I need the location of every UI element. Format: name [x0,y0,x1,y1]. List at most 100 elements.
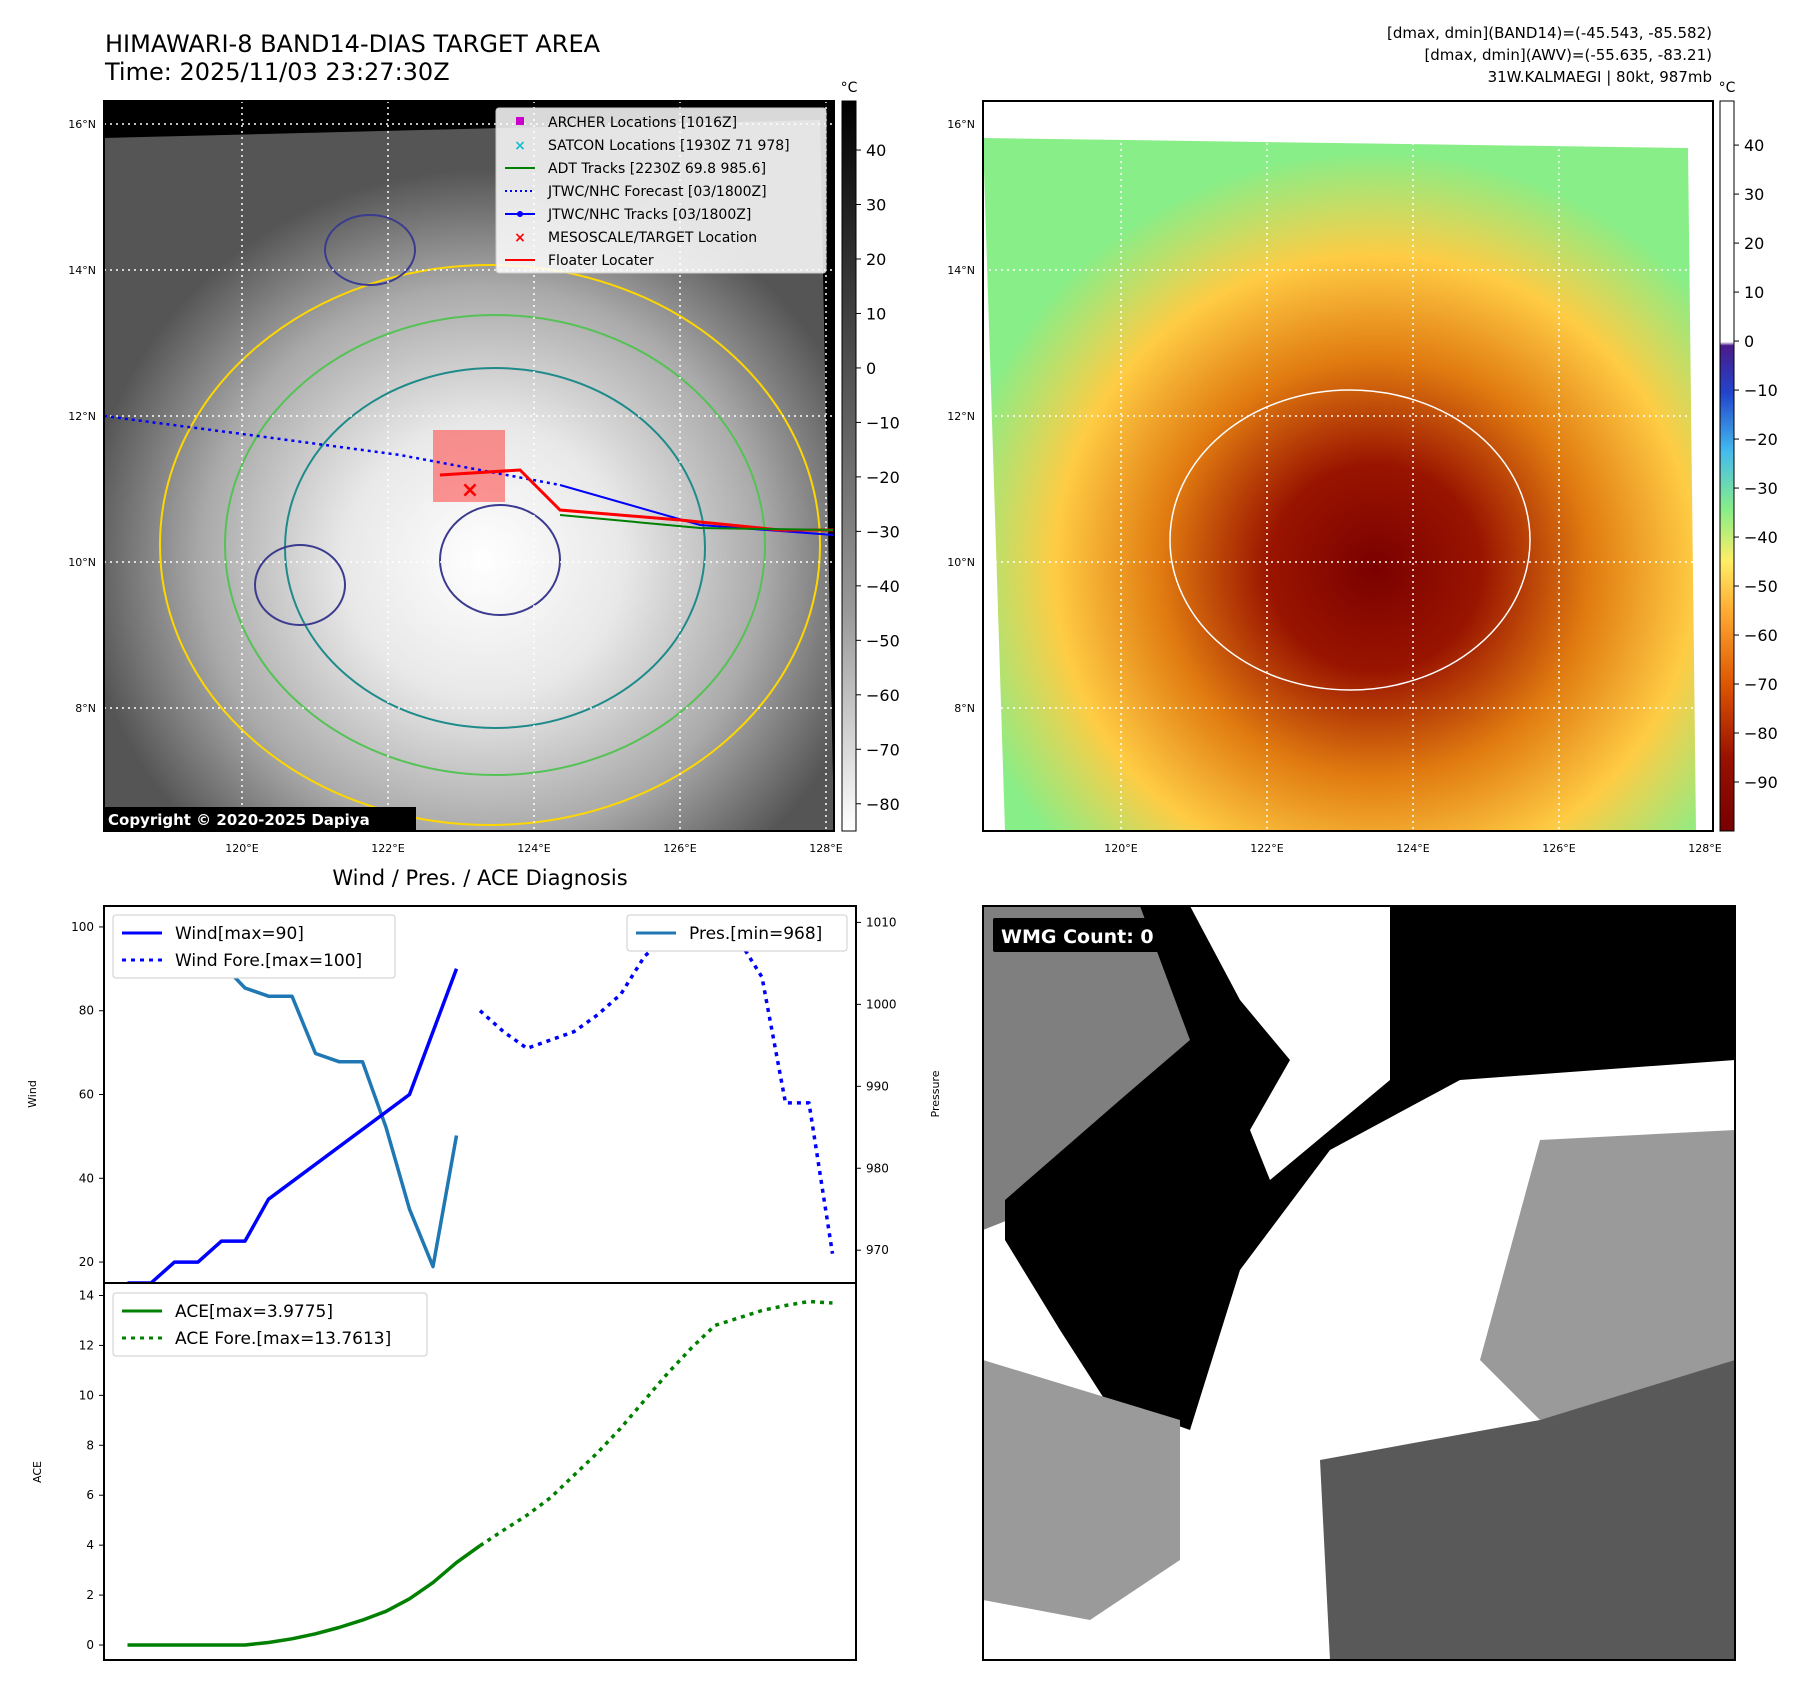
band14-stats: [dmax, dmin](BAND14)=(-45.543, -85.582) [1387,24,1712,42]
ir-lat-12: 12°N [68,410,96,423]
wind-tick-label: 80 [79,1004,94,1018]
ir-colorbar-tick-label: −30 [866,522,900,541]
wv-colorbar-tick-label: 0 [1744,332,1754,351]
wv-lon-120: 120°E [1104,842,1137,855]
wv-colorbar-tick-label: −60 [1744,626,1778,645]
wv-lat-14: 14°N [947,264,975,277]
adt-track [559,514,835,531]
wv-colorbar-tick-label: 10 [1744,283,1764,302]
ace-tick-label: 8 [86,1438,94,1452]
ir-lon-126: 126°E [663,842,696,855]
wmg-count-box [993,918,1176,952]
wind-legend: Wind[max=90] Wind Fore.[max=100] [112,914,396,979]
wind-line [127,968,459,1285]
time-label: Time: 2025/11/03 23:27:30Z [104,58,450,86]
wv-lon-126: 126°E [1542,842,1575,855]
ir-colorbar-tick-label: 30 [866,196,886,215]
wv-colorbar-tick-label: −90 [1744,773,1778,792]
ir-lat-16: 16°N [68,118,96,131]
ir-colorbar-strip [841,100,857,832]
wind-forecast-legend-label: Wind Fore.[max=100] [175,951,362,971]
ir-colorbar-tick-label: −40 [866,577,900,596]
wmg-gray-region-se [1320,1350,1735,1660]
legend-item-mesoscale: MESOSCALE/TARGET Location [548,230,757,246]
ace-tick-label: 10 [79,1388,94,1402]
wmg-black-region [1005,906,1735,1430]
wv-colorbar-tick-label: 20 [1744,234,1764,253]
page-title: HIMAWARI-8 BAND14-DIAS TARGET AREA [105,30,601,58]
diagnosis-title: Wind / Pres. / ACE Diagnosis [332,866,627,890]
ir-colorbar-tick-label: −20 [866,468,900,487]
legend-item-tracks: JTWC/NHC Tracks [03/1800Z] [547,207,751,223]
storm-info: 31W.KALMAEGI | 80kt, 987mb [1488,68,1712,86]
ir-colorbar-tick-label: 10 [866,304,886,323]
ir-lat-14: 14°N [68,264,96,277]
ir-lon-128: 128°E [809,842,842,855]
legend-item-satcon: SATCON Locations [1930Z 71 978] [548,138,790,154]
wind-tick-label: 60 [79,1088,94,1102]
wv-colorbar-tick-label: 40 [1744,136,1764,155]
wv-colorbar-tick-label: −50 [1744,577,1778,596]
wv-lon-122: 122°E [1250,842,1283,855]
ace-tick-label: 2 [86,1588,94,1602]
ir-colorbar-tick-label: −70 [866,740,900,759]
wv-colorbar-unit: °C [1719,80,1736,96]
pressure-tick-label: 970 [866,1243,889,1257]
ir-colorbar-tick-label: −80 [866,795,900,814]
pressure-tick-label: 990 [866,1079,889,1093]
target-box [433,430,505,502]
wmg-gray-region-sw [983,1360,1180,1620]
jtwc-track [559,484,835,536]
wind-axis-label: Wind [26,1080,39,1108]
wv-colorbar-tick-label: −30 [1744,479,1778,498]
wind-tick-label: 40 [79,1171,94,1185]
copyright-text: Copyright © 2020-2025 Dapiya [108,811,370,829]
ace-line [127,1544,482,1647]
ace-tick-label: 14 [79,1288,94,1302]
ace-legend-label: ACE[max=3.9775] [175,1302,333,1322]
legend-item-forecast: JTWC/NHC Forecast [03/1800Z] [547,184,767,200]
pressure-legend: Pres.[min=968] [626,914,848,952]
ace-series [127,1299,833,1647]
wv-colorbar-strip [1719,100,1735,832]
copyright-box [104,807,416,831]
wv-lat-16: 16°N [947,118,975,131]
pressure-legend-box [626,914,848,952]
ir-colorbar-tick-label: −50 [866,631,900,650]
ir-colorbar: °C 40 30 20 10 0 −10 −20 −30 −40 −50 −60 −70 −80 [841,80,900,832]
legend-item-adt: ADT Tracks [2230Z 69.8 985.6] [548,161,766,177]
ir-colorbar-tick-label: −60 [866,686,900,705]
ace-tick-label: 6 [86,1488,94,1502]
ir-colorbar-ticks: 40 30 20 10 0 −10 −20 −30 −40 −50 −60 −70 −80 [856,141,900,814]
legend-item-archer: ARCHER Locations [1016Z] [548,115,737,131]
wind-yaxis-ticks: 20 40 60 80 100 [71,920,104,1269]
ir-lon-120: 120°E [225,842,258,855]
wv-colorbar: °C 40 30 20 10 0 −10 −20 −30 −40 −50 −60 −70 −80 −90 [1719,80,1778,832]
ace-axis-label: ACE [31,1461,44,1483]
wind-tick-label: 100 [71,920,94,934]
wv-lat-10: 10°N [947,556,975,569]
legend-box [495,107,827,274]
wv-lon-128: 128°E [1688,842,1721,855]
ir-colorbar-tick-label: 0 [866,359,876,378]
wind-pressure-chart: Wind / Pres. / ACE Diagnosis Wind Pressu… [26,866,942,1285]
pressure-legend-label: Pres.[min=968] [689,924,822,944]
wv-map-frame [982,100,1714,832]
legend-item-floater: Floater Locater [548,253,654,269]
wind-tick-label: 20 [79,1255,94,1269]
wmg-gray-region-e [1480,1130,1735,1420]
ir-contours [159,214,821,826]
wmg-white-gap [1190,906,1390,1180]
track-dot-icon [517,211,523,217]
pressure-axis-label: Pressure [929,1070,942,1117]
wv-lat-12: 12°N [947,410,975,423]
satcon-marker-icon: × [514,138,526,154]
pressure-yaxis-ticks: 970 980 990 1000 1010 [856,915,897,1257]
archer-marker-icon [516,117,524,125]
wmg-frame [982,905,1736,1661]
ir-colorbar-tick-label: 40 [866,141,886,160]
wv-colorbar-tick-label: 30 [1744,185,1764,204]
ir-lat-10: 10°N [68,556,96,569]
ace-yaxis-ticks: 0 2 4 6 8 10 12 14 [79,1288,104,1652]
